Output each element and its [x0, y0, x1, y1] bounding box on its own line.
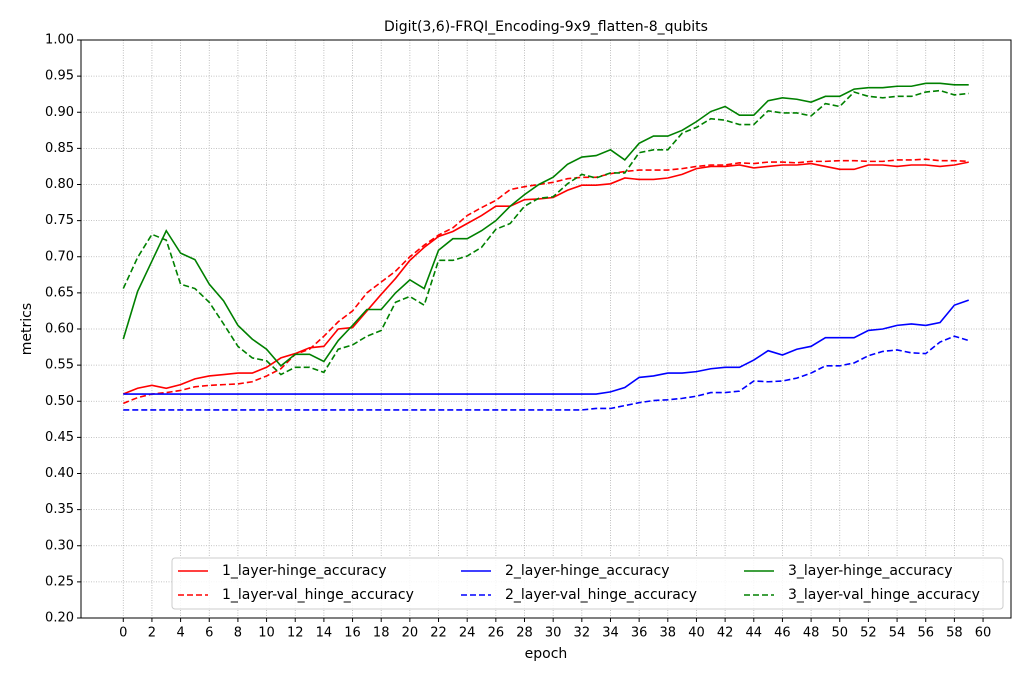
y-tick-label: 0.30	[45, 538, 74, 553]
x-tick-label: 18	[373, 626, 390, 641]
x-tick-label: 40	[688, 626, 705, 641]
x-tick-label: 16	[344, 626, 361, 641]
y-tick-label: 1.00	[45, 33, 74, 48]
y-tick-label: 0.50	[45, 394, 74, 409]
legend-label: 3_layer-val_hinge_accuracy	[788, 587, 980, 603]
legend-label: 2_layer-hinge_accuracy	[505, 563, 670, 579]
x-tick-label: 0	[119, 626, 127, 641]
x-tick-label: 22	[430, 626, 447, 641]
x-tick-label: 8	[234, 626, 242, 641]
legend-label: 2_layer-val_hinge_accuracy	[505, 587, 697, 603]
x-tick-label: 58	[946, 626, 963, 641]
x-tick-label: 44	[746, 626, 763, 641]
x-tick-label: 24	[459, 626, 476, 641]
chart-title: Digit(3,6)-FRQI_Encoding-9x9_flatten-8_q…	[384, 19, 708, 35]
x-tick-label: 42	[717, 626, 734, 641]
x-tick-label: 32	[574, 626, 591, 641]
x-tick-label: 28	[516, 626, 533, 641]
legend-box	[171, 557, 1004, 610]
x-tick-label: 12	[287, 626, 304, 641]
series-line	[122, 82, 969, 367]
legend-label: 1_layer-val_hinge_accuracy	[222, 587, 414, 603]
y-tick-label: 0.80	[45, 177, 74, 192]
series-line	[122, 158, 969, 405]
x-tick-label: 6	[205, 626, 213, 641]
x-tick-label: 50	[831, 626, 848, 641]
y-tick-label: 0.70	[45, 249, 74, 264]
y-tick-label: 0.75	[45, 213, 74, 228]
y-tick-label: 0.60	[45, 322, 74, 337]
y-tick-label: 0.40	[45, 466, 74, 481]
y-tick-label: 0.25	[45, 574, 74, 589]
series-line	[122, 89, 969, 376]
y-tick-label: 0.20	[45, 611, 74, 626]
y-tick-label: 0.45	[45, 430, 74, 445]
x-tick-label: 14	[316, 626, 333, 641]
x-tick-label: 20	[402, 626, 419, 641]
y-tick-label: 0.55	[45, 358, 74, 373]
x-tick-label: 10	[258, 626, 275, 641]
y-tick-label: 0.90	[45, 105, 74, 120]
series-line	[123, 335, 969, 411]
x-tick-label: 60	[975, 626, 992, 641]
legend-label: 1_layer-hinge_accuracy	[222, 563, 387, 579]
x-tick-label: 38	[660, 626, 677, 641]
series-line	[123, 299, 969, 395]
x-tick-label: 46	[774, 626, 791, 641]
x-tick-label: 52	[860, 626, 877, 641]
y-tick-label: 0.85	[45, 141, 74, 156]
legend-label: 3_layer-hinge_accuracy	[788, 563, 953, 579]
x-tick-label: 30	[545, 626, 562, 641]
x-tick-label: 54	[889, 626, 906, 641]
plot-frame	[80, 39, 1012, 619]
x-axis-label: epoch	[525, 646, 568, 662]
y-tick-label: 0.35	[45, 502, 74, 517]
y-tick-label: 0.65	[45, 285, 74, 300]
x-tick-label: 56	[917, 626, 934, 641]
x-tick-label: 34	[602, 626, 619, 641]
y-tick-label: 0.95	[45, 69, 74, 84]
x-tick-label: 48	[803, 626, 820, 641]
x-tick-label: 4	[176, 626, 184, 641]
y-axis-label: metrics	[19, 303, 35, 355]
x-tick-label: 2	[148, 626, 156, 641]
x-tick-label: 26	[488, 626, 505, 641]
x-tick-label: 36	[631, 626, 648, 641]
